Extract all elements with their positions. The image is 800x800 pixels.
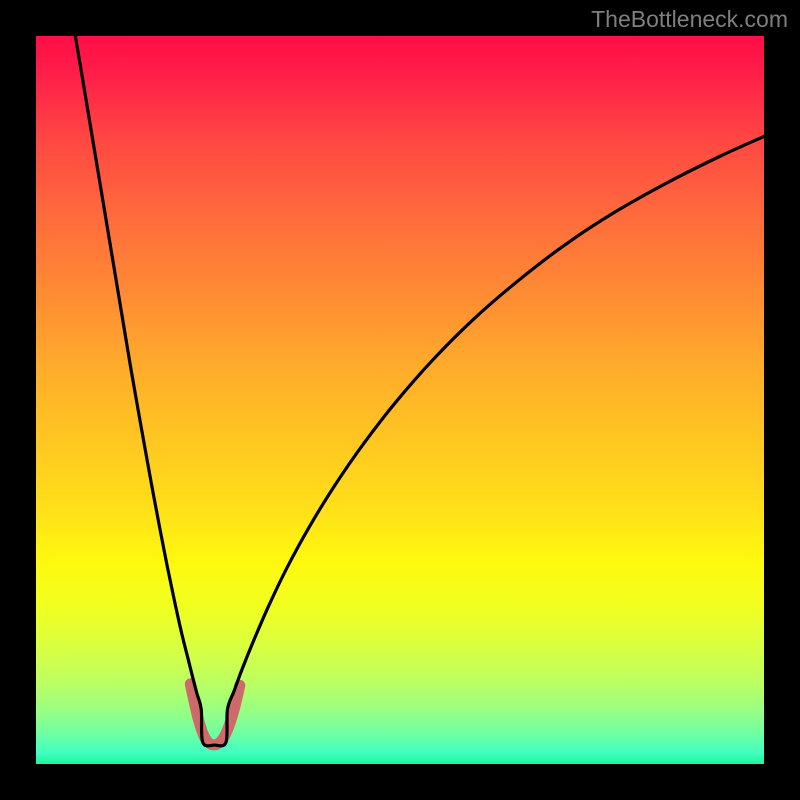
chart-svg: [36, 36, 764, 764]
chart-frame: [36, 36, 764, 764]
gradient-background: [36, 36, 764, 764]
watermark-text: TheBottleneck.com: [591, 6, 788, 33]
